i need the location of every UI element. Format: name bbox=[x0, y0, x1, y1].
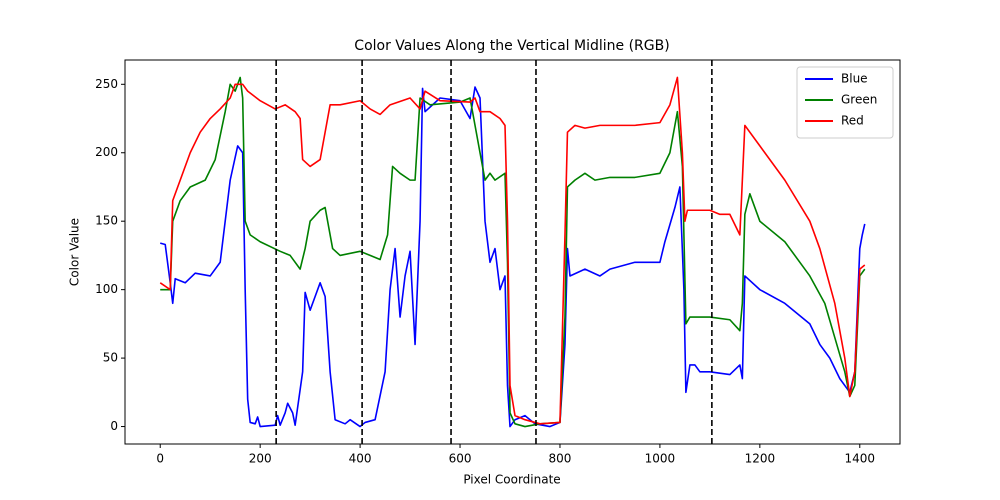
x-tick-label: 200 bbox=[249, 452, 272, 466]
y-tick-label: 50 bbox=[103, 351, 118, 365]
data-line bbox=[159, 76, 866, 425]
data-line bbox=[160, 86, 866, 428]
x-tick-label: 400 bbox=[349, 452, 372, 466]
legend-label: Red bbox=[841, 114, 864, 128]
y-tick-label: 250 bbox=[95, 77, 118, 91]
plot-frame bbox=[124, 59, 901, 445]
y-tick-label: 0 bbox=[110, 419, 118, 433]
data-line bbox=[160, 76, 866, 428]
legend-label: Blue bbox=[841, 72, 868, 86]
x-tick-label: 0 bbox=[156, 452, 164, 466]
y-axis-label: Color Value bbox=[68, 218, 82, 286]
x-tick-label: 600 bbox=[449, 452, 472, 466]
legend-label: Green bbox=[841, 93, 877, 107]
chart-title: Color Values Along the Vertical Midline … bbox=[354, 38, 669, 54]
x-tick-label: 1200 bbox=[745, 452, 776, 466]
x-tick-label: 800 bbox=[549, 452, 572, 466]
y-tick-label: 150 bbox=[95, 214, 118, 228]
y-tick-label: 200 bbox=[95, 145, 118, 159]
x-axis-label: Pixel Coordinate bbox=[463, 473, 560, 487]
y-tick-label: 100 bbox=[95, 282, 118, 296]
x-tick-label: 1000 bbox=[645, 452, 676, 466]
x-tick-label: 1400 bbox=[845, 452, 876, 466]
